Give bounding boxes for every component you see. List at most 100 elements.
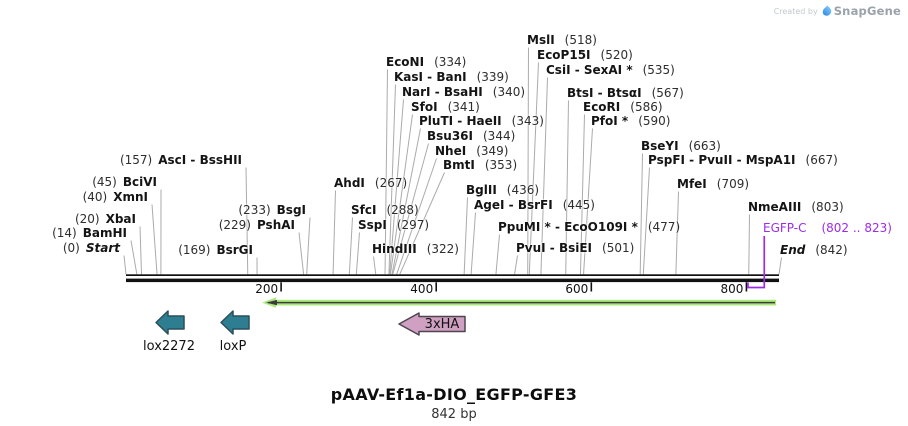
- site-position: (501): [602, 241, 635, 255]
- site-name: CsiI - SexAI *: [546, 63, 633, 77]
- site-position: (341): [447, 100, 480, 114]
- tag-label: 3xHA: [424, 316, 460, 332]
- enzyme-site-label[interactable]: SfcI (288): [351, 204, 419, 217]
- site-line: [348, 217, 353, 275]
- site-line: [373, 256, 377, 275]
- sequence-line-top: [126, 274, 779, 276]
- site-name: KasI - BanI: [394, 70, 467, 84]
- enzyme-site-label[interactable]: EcoNI (334): [386, 56, 466, 69]
- site-name: PvuI - BsiEI: [516, 241, 593, 255]
- site-line: [389, 99, 404, 275]
- enzyme-site-label[interactable]: (14) BamHI: [52, 227, 127, 240]
- enzyme-site-label[interactable]: BseYI (663): [641, 140, 721, 153]
- site-position: (477): [647, 220, 681, 234]
- enzyme-site-label[interactable]: AhdI (267): [334, 177, 407, 190]
- watermark-created-by: Created by: [773, 6, 818, 16]
- enzyme-site-label[interactable]: (45) BciVI: [92, 176, 157, 189]
- enzyme-site-label[interactable]: EGFP-C (802 .. 823): [763, 222, 892, 235]
- enzyme-site-label[interactable]: EcoRI (586): [583, 101, 663, 114]
- enzyme-site-label[interactable]: (229) PshAI: [219, 219, 295, 232]
- site-position: (663): [688, 139, 721, 153]
- site-name: HindIII: [372, 242, 417, 256]
- enzyme-site-label[interactable]: BtsI - BtsαI (567): [567, 87, 684, 100]
- site-line: [388, 84, 396, 275]
- ruler-label: 400: [410, 282, 434, 296]
- site-line: [540, 77, 548, 275]
- enzyme-site-label[interactable]: KasI - BanI (339): [394, 71, 509, 84]
- site-line: [778, 257, 782, 275]
- site-line: [528, 62, 539, 275]
- site-name: BseYI: [641, 139, 679, 153]
- enzyme-site-label[interactable]: BglII (436): [466, 184, 539, 197]
- site-line: [463, 197, 468, 275]
- site-position: (267): [374, 176, 408, 190]
- enzyme-site-label[interactable]: AgeI - BsrFI (445): [474, 199, 595, 212]
- site-line: [298, 232, 305, 275]
- enzyme-site-label[interactable]: (20) XbaI: [75, 213, 136, 226]
- site-line: [396, 158, 437, 275]
- primer-bracket[interactable]: [747, 236, 766, 289]
- enzyme-site-label[interactable]: (233) BsgI: [238, 204, 306, 217]
- site-position: (518): [564, 33, 597, 47]
- enzyme-site-label[interactable]: PspFI - PvuII - MspA1I (667): [648, 154, 838, 167]
- enzyme-site-label[interactable]: HindIII (322): [372, 243, 459, 256]
- enzyme-site-label[interactable]: EcoP15I (520): [537, 49, 633, 62]
- enzyme-site-label[interactable]: NarI - BsaHI (340): [402, 86, 525, 99]
- enzyme-site-label[interactable]: SfoI (341): [411, 101, 480, 114]
- enzyme-site-label[interactable]: CsiI - SexAI * (535): [546, 64, 675, 77]
- site-line: [306, 217, 311, 275]
- site-position: (322): [426, 242, 459, 256]
- site-position: (343): [511, 114, 544, 128]
- enzyme-site-label[interactable]: Bsu36I (344): [427, 130, 515, 143]
- site-line: [391, 128, 421, 275]
- enzyme-site-label[interactable]: End (842): [780, 244, 848, 257]
- enzyme-site-label[interactable]: NmeAIII (803): [748, 201, 844, 214]
- site-name: BmtI: [443, 158, 475, 172]
- tag-arrow[interactable]: [398, 312, 466, 336]
- site-position: (297): [396, 218, 430, 232]
- enzyme-site-label[interactable]: PpuMI * - EcoO109I * (477): [498, 221, 680, 234]
- site-name: NheI: [435, 144, 467, 158]
- enzyme-site-label[interactable]: BmtI (353): [443, 159, 517, 172]
- site-position: (567): [651, 86, 684, 100]
- site-line: [639, 153, 643, 275]
- site-name: End: [780, 243, 806, 257]
- watermark: Created by SnapGene: [774, 4, 901, 18]
- site-line: [355, 232, 360, 275]
- site-name: EGFP-C: [763, 221, 807, 235]
- site-name: BciVI: [122, 175, 157, 189]
- site-position: (339): [476, 70, 509, 84]
- enzyme-site-label[interactable]: PluTI - HaeII (343): [419, 115, 544, 128]
- enzyme-site-label[interactable]: SspI (297): [358, 219, 429, 232]
- enzyme-site-label[interactable]: PvuI - BsiEI (501): [516, 242, 634, 255]
- site-name: NarI - BsaHI: [402, 85, 483, 99]
- site-line: [583, 128, 593, 275]
- site-position: (340): [492, 85, 526, 99]
- lox-arrow[interactable]: [155, 310, 185, 335]
- enzyme-site-label[interactable]: (40) XmnI: [83, 191, 148, 204]
- ruler-label: 800: [720, 282, 744, 296]
- site-position: (709): [716, 177, 750, 191]
- enzyme-site-label[interactable]: MslI (518): [527, 34, 597, 47]
- site-position: (233): [238, 203, 271, 217]
- site-name: Start: [85, 241, 120, 255]
- enzyme-site-label[interactable]: MfeI (709): [677, 178, 749, 191]
- site-name: BsgI: [276, 203, 306, 217]
- site-position: (157): [119, 153, 153, 167]
- enzyme-site-label[interactable]: (157) AscI - BssHII: [120, 154, 242, 167]
- enzyme-site-label[interactable]: PfoI * (590): [591, 115, 670, 128]
- site-line: [130, 240, 138, 275]
- site-line: [527, 47, 529, 275]
- site-name: BamHI: [82, 226, 127, 240]
- site-line: [565, 100, 569, 275]
- site-line: [642, 167, 650, 275]
- site-position: (169): [178, 243, 211, 257]
- enzyme-site-label[interactable]: (0) Start: [63, 242, 120, 255]
- site-line: [384, 69, 388, 275]
- enzyme-site-label[interactable]: (169) BsrGI: [178, 244, 253, 257]
- site-name: PpuMI * - EcoO109I *: [498, 220, 638, 234]
- enzyme-site-label[interactable]: NheI (349): [435, 145, 508, 158]
- feature-label: lox2272: [143, 339, 195, 354]
- lox-arrow[interactable]: [220, 310, 250, 335]
